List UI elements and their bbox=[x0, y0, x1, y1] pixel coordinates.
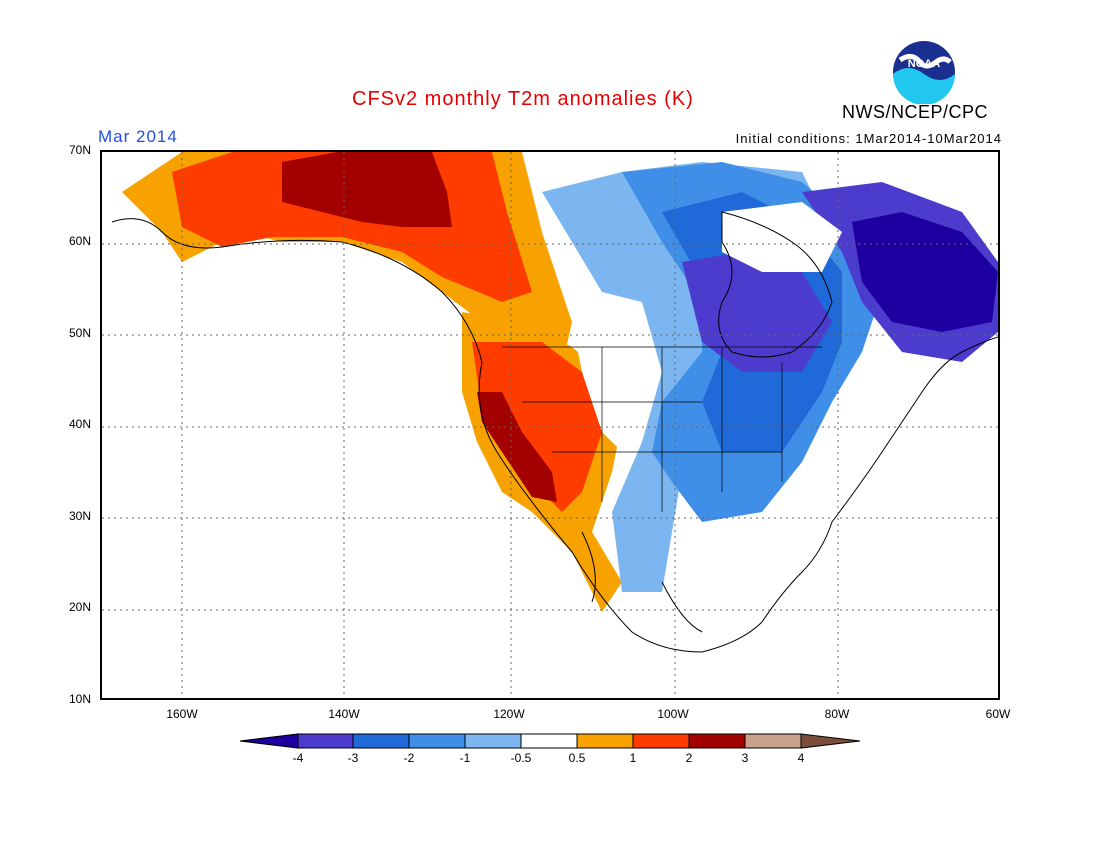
agency-label: NWS/NCEP/CPC bbox=[842, 102, 989, 122]
lat-label-10n: 10N bbox=[68, 692, 91, 706]
colorbar-label: 1 bbox=[629, 751, 637, 765]
anomaly-map bbox=[100, 150, 1000, 700]
labrador-extreme-cold bbox=[852, 212, 998, 332]
lon-label-80w: 80W bbox=[824, 707, 850, 721]
colorbar-label: -2 bbox=[403, 751, 415, 765]
lon-label-140w: 140W bbox=[328, 707, 360, 721]
colorbar-swatch-9 bbox=[744, 733, 802, 749]
california-very-warm bbox=[477, 392, 557, 502]
map-title: CFSv2 monthly T2m anomalies (K) bbox=[352, 88, 694, 110]
lat-label-70n: 70N bbox=[68, 143, 91, 157]
lon-label-160w: 160W bbox=[166, 707, 198, 721]
colorbar-swatch-1 bbox=[297, 733, 354, 749]
colorbar-label: -4 bbox=[292, 751, 304, 765]
quebec-cold bbox=[682, 252, 832, 372]
colorbar-label: 2 bbox=[685, 751, 693, 765]
colorbar-label: -1 bbox=[459, 751, 471, 765]
hudson-bay-neutral bbox=[722, 202, 842, 272]
colorbar-swatch-8 bbox=[688, 733, 746, 749]
colorbar-label: -0.5 bbox=[510, 751, 532, 765]
colorbar-swatch-6 bbox=[576, 733, 634, 749]
lat-label-40n: 40N bbox=[68, 417, 91, 431]
colorbar-label: 0.5 bbox=[568, 751, 586, 765]
lon-label-60w: 60W bbox=[985, 707, 1011, 721]
colorbar-swatch-gt-4 bbox=[800, 733, 860, 749]
west-us-warm bbox=[472, 342, 602, 512]
graticule bbox=[102, 152, 998, 698]
lat-label-20n: 20N bbox=[68, 600, 91, 614]
forecast-month: Mar 2014 bbox=[98, 127, 178, 146]
lon-label-100w: 100W bbox=[657, 707, 689, 721]
lat-label-60n: 60N bbox=[68, 234, 91, 248]
lat-label-30n: 30N bbox=[68, 509, 91, 523]
state-borders bbox=[502, 346, 822, 512]
colorbar-label: -3 bbox=[347, 751, 359, 765]
colorbar-swatch-4 bbox=[464, 733, 522, 749]
colorbar-label: 3 bbox=[741, 751, 749, 765]
noaa-logo-text: NOAA bbox=[908, 58, 940, 70]
colorbar-swatch-2 bbox=[352, 733, 410, 749]
colorbar-swatch-5 bbox=[520, 733, 578, 749]
lat-label-50n: 50N bbox=[68, 326, 91, 340]
initial-conditions: Initial conditions: 1Mar2014-10Mar2014 bbox=[735, 131, 1002, 146]
colorbar-swatch-7 bbox=[632, 733, 690, 749]
noaa-logo: NOAA bbox=[893, 41, 955, 104]
colorbar-label: 4 bbox=[797, 751, 805, 765]
anomaly-fields bbox=[122, 152, 998, 612]
colorbar-swatch-lt-4 bbox=[240, 733, 299, 749]
coastlines bbox=[111, 211, 998, 653]
lon-label-120w: 120W bbox=[493, 707, 525, 721]
colorbar bbox=[240, 733, 860, 749]
alaska-very-warm bbox=[282, 152, 452, 227]
colorbar-swatch-3 bbox=[408, 733, 466, 749]
